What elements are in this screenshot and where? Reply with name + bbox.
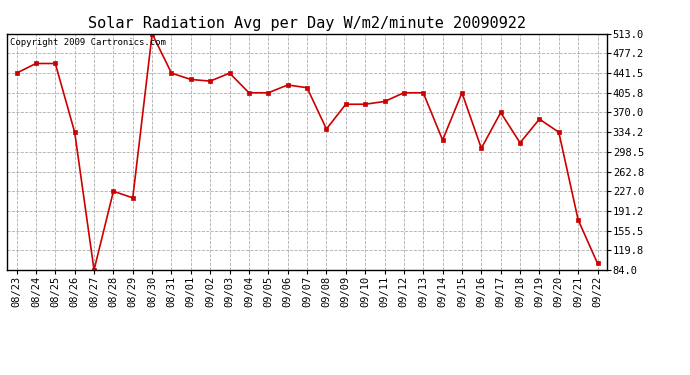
Text: Copyright 2009 Cartronics.com: Copyright 2009 Cartronics.com: [10, 39, 166, 48]
Title: Solar Radiation Avg per Day W/m2/minute 20090922: Solar Radiation Avg per Day W/m2/minute …: [88, 16, 526, 31]
